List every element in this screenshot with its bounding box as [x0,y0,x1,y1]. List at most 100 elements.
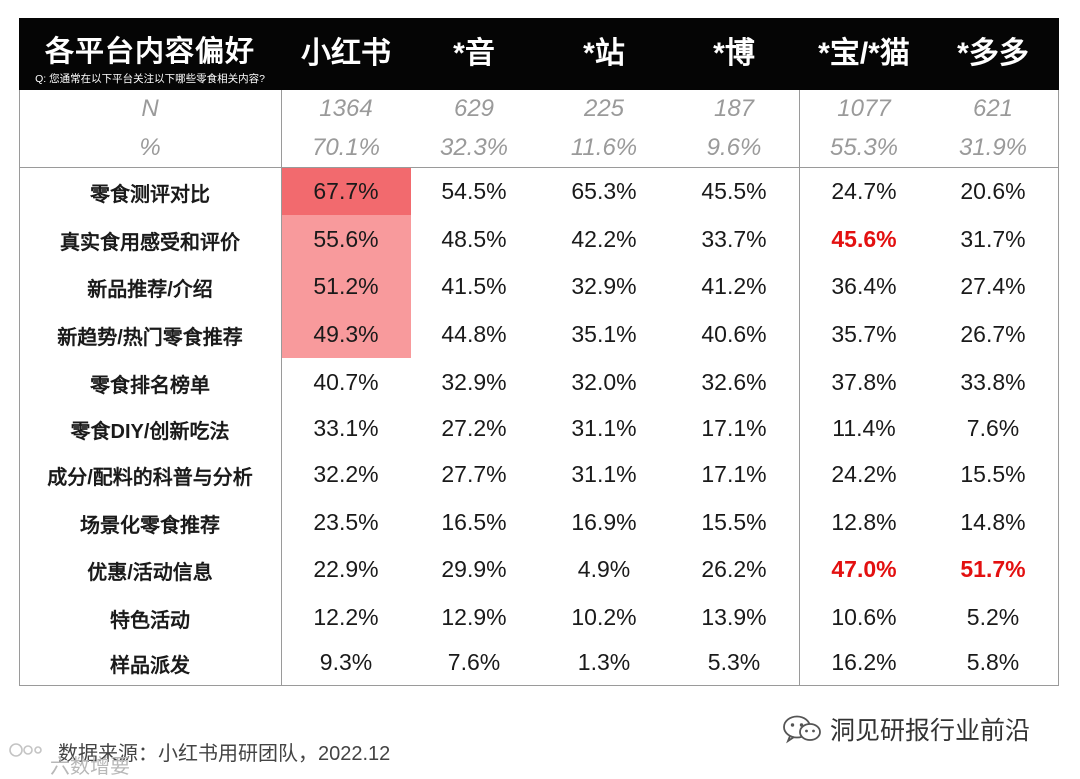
value-cell: 33.8% [960,369,1026,395]
brand-name: 洞见研报行业前沿 [830,717,1031,745]
value-cell: 24.7% [831,178,897,204]
value-cell: 9.3% [319,649,373,675]
brand-block: 洞见研报行业前沿 [782,711,1030,747]
row-label: 特色活动 [110,610,190,632]
value-cell: 42.2% [571,226,637,252]
value-cell: 36.4% [831,273,897,299]
value-cell: 17.1% [701,461,767,487]
value-cell: 37.8% [831,369,897,395]
value-cell: 40.6% [701,321,767,347]
value-cell: 12.9% [441,604,507,630]
value-cell: 47.0% [831,556,897,582]
row-label: 样品派发 [110,655,190,677]
platform-header: 小红书 [301,37,391,70]
row-label: 零食排名榜单 [90,375,210,397]
title-cell: 各平台内容偏好 Q: 您通常在以下平台关注以下哪些零食相关内容? [19,18,281,90]
value-cell: 33.1% [313,415,379,441]
value-cell: 40.7% [313,369,379,395]
row-label: 新品推荐/介绍 [87,279,213,301]
value-cell: 1.3% [577,649,631,675]
meta-value: 55.3% [829,134,899,161]
highlight-fill [281,263,411,311]
meta-label: % [139,134,161,161]
value-cell: 31.1% [571,415,637,441]
meta-value: 225 [583,95,625,122]
value-cell: 12.2% [313,604,379,630]
value-cell: 16.5% [441,509,507,535]
column-divider [799,90,800,686]
value-cell: 10.6% [831,604,897,630]
value-cell: 35.7% [831,321,897,347]
value-cell: 48.5% [441,226,507,252]
meta-value: 629 [453,95,495,122]
value-cell: 51.2% [313,273,379,299]
meta-label: N [141,95,159,122]
value-cell: 23.5% [313,509,379,535]
data-source: 数据来源：小红书用研团队，2022.12 [58,743,391,765]
value-cell: 65.3% [571,178,637,204]
value-cell: 7.6% [966,415,1020,441]
platform-header: *音 [453,37,495,70]
watermark-text: 六数增要 [50,756,130,778]
value-cell: 32.6% [701,369,767,395]
meta-value: 32.3% [439,134,509,161]
value-cell: 54.5% [441,178,507,204]
row-label: 真实食用感受和评价 [60,232,240,254]
platform-header: *博 [713,37,755,70]
value-cell: 27.7% [441,461,507,487]
value-cell: 31.7% [960,226,1026,252]
value-cell: 5.2% [966,604,1020,630]
value-cell: 16.9% [571,509,637,535]
wechat-icon [783,715,821,744]
row-label: 零食DIY/创新吃法 [70,421,230,443]
value-cell: 32.0% [571,369,637,395]
value-cell: 17.1% [701,415,767,441]
platform-header: *站 [583,37,625,70]
value-cell: 32.9% [441,369,507,395]
header-divider [19,167,1059,168]
value-cell: 26.7% [960,321,1026,347]
question-subtitle: Q: 您通常在以下平台关注以下哪些零食相关内容? [35,73,265,85]
meta-value: 187 [713,95,755,122]
highlight-fill [281,215,411,263]
value-cell: 41.5% [441,273,507,299]
meta-value: 1077 [837,95,891,122]
value-cell: 29.9% [441,556,507,582]
watermark-icon [9,743,42,757]
platform-header: *宝/*猫 [818,37,910,70]
value-cell: 27.4% [960,273,1026,299]
value-cell: 44.8% [441,321,507,347]
value-cell: 5.3% [707,649,761,675]
value-cell: 45.6% [831,226,897,252]
value-cell: 24.2% [831,461,897,487]
value-cell: 20.6% [960,178,1026,204]
highlight-fill [281,167,411,215]
value-cell: 27.2% [441,415,507,441]
value-cell: 14.8% [960,509,1026,535]
meta-value: 621 [972,95,1014,122]
value-cell: 10.2% [571,604,637,630]
value-cell: 4.9% [577,556,631,582]
value-cell: 15.5% [701,509,767,535]
value-cell: 22.9% [313,556,379,582]
value-cell: 45.5% [701,178,767,204]
row-label: 新趋势/热门零食推荐 [57,327,243,349]
value-cell: 33.7% [701,226,767,252]
value-cell: 12.8% [831,509,897,535]
column-divider [281,90,282,686]
value-cell: 7.6% [447,649,501,675]
value-cell: 15.5% [960,461,1026,487]
value-cell: 67.7% [313,178,379,204]
value-cell: 5.8% [966,649,1020,675]
meta-value: 31.9% [958,134,1028,161]
row-label: 优惠/活动信息 [87,562,213,584]
value-cell: 35.1% [571,321,637,347]
value-cell: 31.1% [571,461,637,487]
page-title: 各平台内容偏好 [44,36,255,68]
row-label: 场景化零食推荐 [80,515,220,537]
value-cell: 51.7% [960,556,1026,582]
row-label: 成分/配料的科普与分析 [47,467,253,489]
value-cell: 55.6% [313,226,379,252]
value-cell: 49.3% [313,321,379,347]
row-label: 零食测评对比 [90,184,210,206]
